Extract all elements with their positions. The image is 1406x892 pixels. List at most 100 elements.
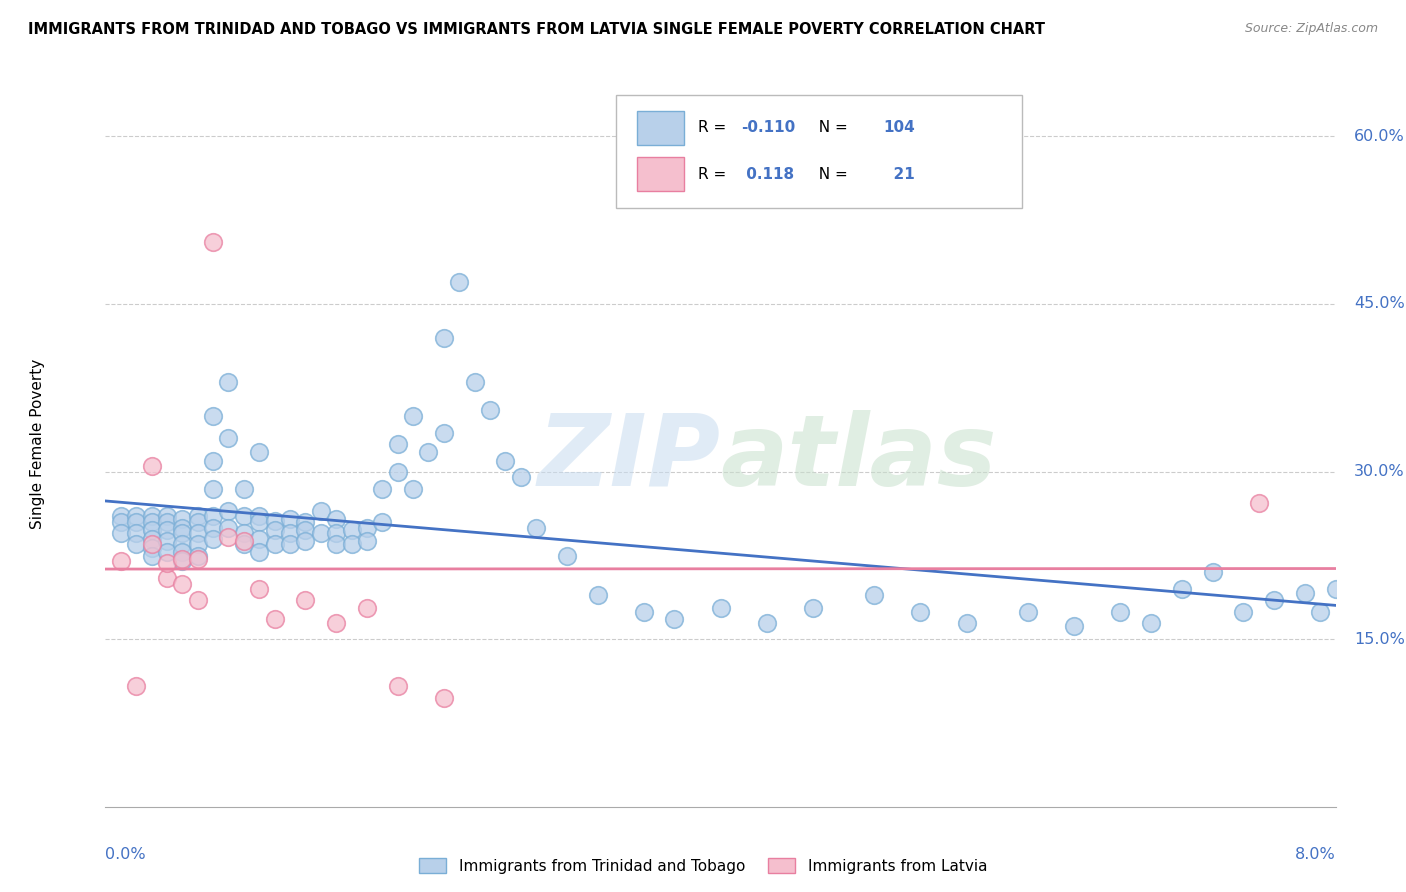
Point [1263,593,1285,607]
Point [202,235,225,250]
Point [247,509,270,524]
Point [387,465,409,479]
Point [371,482,394,496]
Point [1294,585,1316,599]
Point [156,571,179,585]
Point [325,615,347,630]
Text: 15.0%: 15.0% [1354,632,1405,647]
Point [464,376,486,390]
Point [218,521,240,535]
Point [218,376,240,390]
Point [309,526,332,541]
Text: -0.110: -0.110 [741,120,796,136]
Point [156,509,179,524]
Point [309,504,332,518]
Point [294,593,316,607]
Bar [637,158,683,191]
Point [172,521,194,535]
Point [141,541,163,555]
Point [340,537,363,551]
Point [172,576,194,591]
Point [433,690,456,705]
Point [294,523,316,537]
Point [187,552,209,566]
Point [278,512,301,526]
Text: IMMIGRANTS FROM TRINIDAD AND TOBAGO VS IMMIGRANTS FROM LATVIA SINGLE FEMALE POVE: IMMIGRANTS FROM TRINIDAD AND TOBAGO VS I… [28,22,1045,37]
Text: ZIP: ZIP [537,409,721,507]
Point [402,409,425,423]
Point [1340,601,1362,615]
Text: 8.0%: 8.0% [1295,847,1336,863]
Point [555,549,578,563]
Point [172,526,194,541]
Point [125,515,148,529]
Point [141,509,163,524]
Point [325,537,347,551]
Point [125,680,148,694]
Point [263,612,285,626]
Point [325,512,347,526]
Point [509,470,531,484]
Point [1309,605,1331,619]
Point [1140,615,1163,630]
Point [1201,566,1223,580]
Point [356,534,378,549]
Point [202,532,225,546]
Point [187,509,209,524]
Point [356,601,378,615]
Point [187,526,209,541]
Point [202,453,225,467]
Point [294,534,316,549]
Point [232,537,254,551]
Point [202,509,225,524]
Point [125,526,148,541]
Point [218,504,240,518]
Point [402,482,425,496]
Point [433,330,456,344]
Point [232,526,254,541]
Point [387,680,409,694]
Text: atlas: atlas [721,409,997,507]
Point [202,482,225,496]
Point [956,615,979,630]
Point [1017,605,1039,619]
Legend: Immigrants from Trinidad and Tobago, Immigrants from Latvia: Immigrants from Trinidad and Tobago, Imm… [413,852,993,880]
Point [172,537,194,551]
Text: N =: N = [810,120,853,136]
Point [247,532,270,546]
Point [801,601,824,615]
Text: 30.0%: 30.0% [1354,464,1405,479]
Point [125,509,148,524]
Point [202,521,225,535]
Point [1109,605,1132,619]
Point [110,515,132,529]
Point [141,459,163,474]
Point [1232,605,1254,619]
Text: 21: 21 [883,167,915,182]
Point [478,403,501,417]
Text: R =: R = [699,120,731,136]
Point [232,509,254,524]
Point [1355,593,1378,607]
Point [110,554,132,568]
Text: 0.118: 0.118 [741,167,794,182]
Point [418,444,440,458]
Point [218,530,240,544]
Point [247,515,270,529]
Text: 0.0%: 0.0% [105,847,146,863]
Point [1171,582,1194,597]
Point [664,612,686,626]
Point [278,537,301,551]
Point [586,588,609,602]
Point [172,554,194,568]
Text: Source: ZipAtlas.com: Source: ZipAtlas.com [1244,22,1378,36]
Point [340,523,363,537]
Point [187,515,209,529]
Point [1324,582,1347,597]
Point [247,444,270,458]
Point [356,521,378,535]
Point [247,545,270,559]
Point [156,557,179,571]
Point [187,549,209,563]
FancyBboxPatch shape [616,95,1022,208]
